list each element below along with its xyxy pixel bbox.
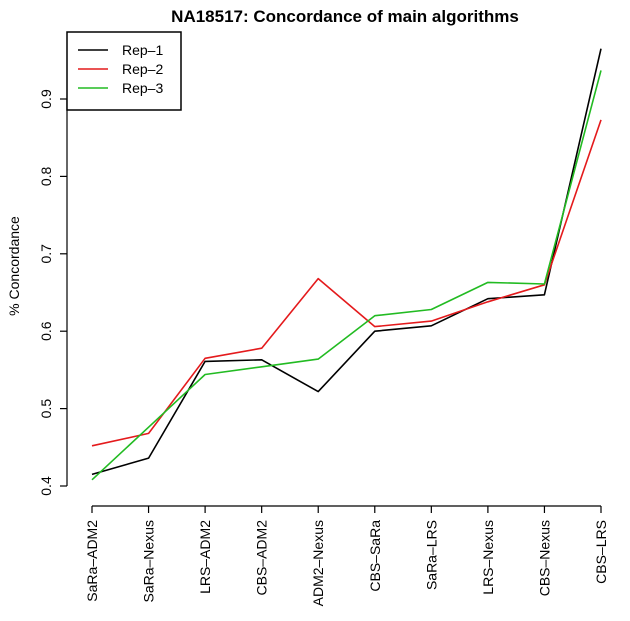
x-tick-label: ADM2–Nexus [310, 520, 326, 606]
y-tick-label: 0.4 [38, 476, 54, 496]
legend-label-rep-2: Rep–2 [122, 61, 163, 77]
x-tick-label: SaRa–ADM2 [84, 520, 100, 602]
y-tick-label: 0.7 [38, 244, 54, 264]
x-tick-label: LRS–Nexus [480, 520, 496, 595]
x-tick-label: CBS–Nexus [536, 520, 552, 596]
y-tick-label: 0.9 [38, 89, 54, 109]
legend-box [66, 31, 182, 111]
x-tick-label: CBS–ADM2 [254, 520, 270, 596]
x-tick-label: SaRa–Nexus [141, 520, 157, 603]
series-line-rep-1 [91, 48, 602, 476]
chart-title: NA18517: Concordance of main algorithms [171, 7, 519, 26]
y-axis-label: % Concordance [6, 216, 22, 316]
y-tick-label: 0.5 [38, 399, 54, 419]
y-tick-label: 0.6 [38, 321, 54, 341]
x-tick-label: CBS–SaRa [367, 520, 383, 592]
series-lines [91, 48, 602, 481]
legend: Rep–1 Rep–2 Rep–3 [66, 31, 182, 111]
y-tick-label: 0.8 [38, 166, 54, 186]
series-line-rep-3 [91, 70, 602, 481]
x-tick-label: LRS–ADM2 [197, 520, 213, 594]
legend-label-rep-1: Rep–1 [122, 42, 163, 58]
x-axis: SaRa–ADM2 SaRa–Nexus LRS–ADM2 CBS–ADM2 ADM2–… [84, 505, 609, 606]
series-line-rep-2 [91, 119, 602, 447]
x-tick-label: SaRa–LRS [423, 520, 439, 590]
y-axis: 0.4 0.5 0.6 0.7 0.8 0.9 [38, 89, 68, 496]
x-tick-label: CBS–LRS [593, 520, 609, 584]
legend-label-rep-3: Rep–3 [122, 80, 163, 96]
